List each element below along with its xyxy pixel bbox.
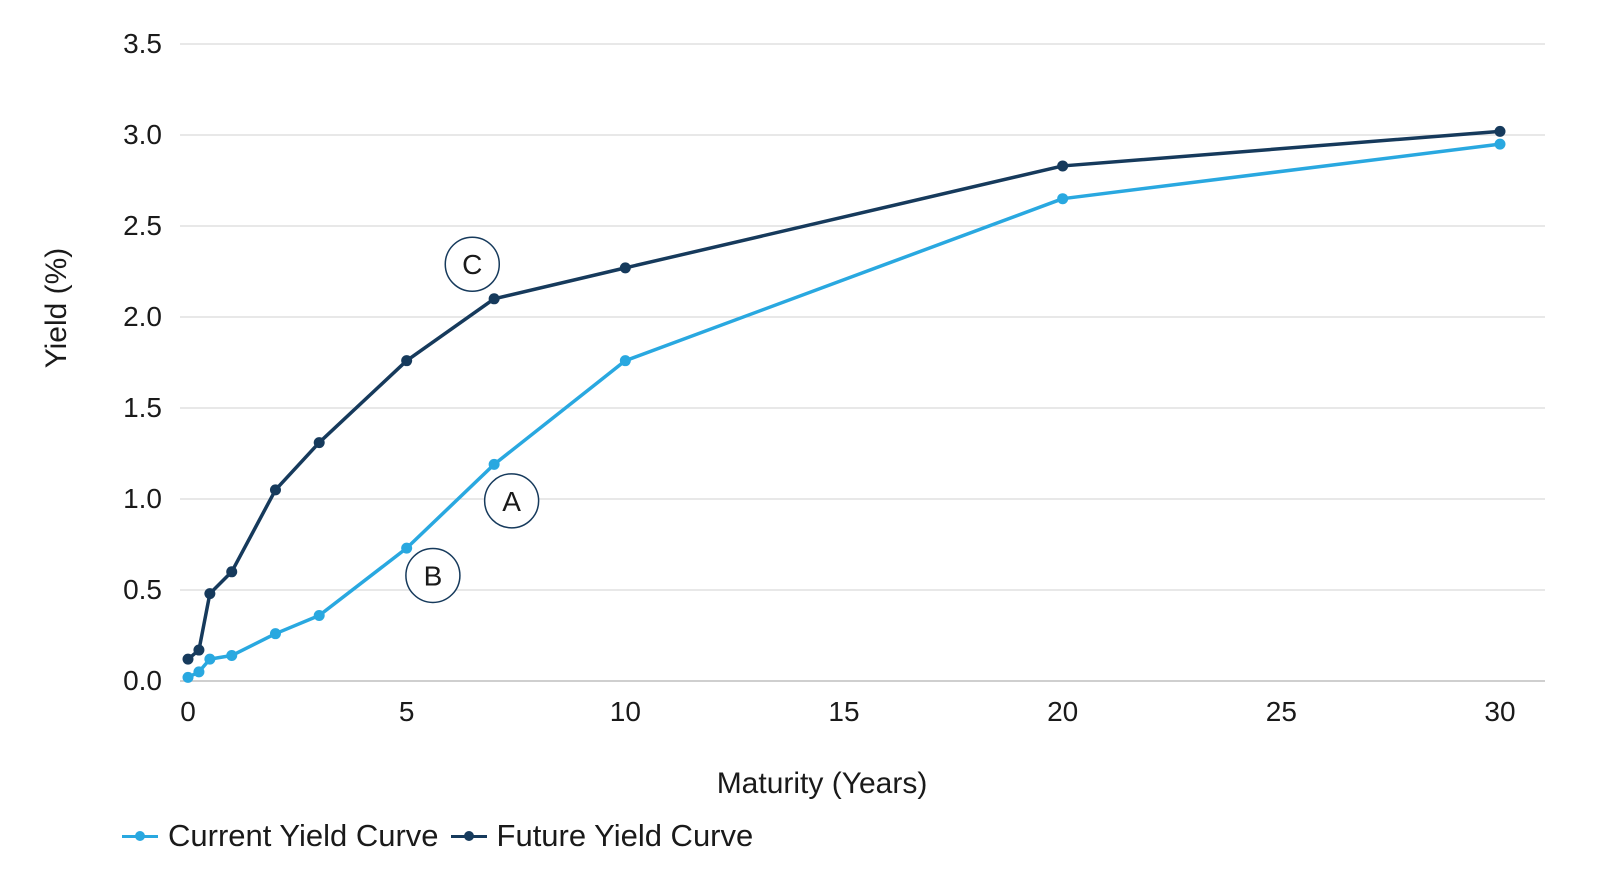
series-line [186,129,1501,661]
legend-label-current: Current Yield Curve [168,818,439,853]
annotation-c: C [444,236,501,292]
y-tick-label: 0.0 [123,665,162,696]
data-point [182,671,194,683]
series-layer [182,125,1506,683]
data-point [1057,193,1069,205]
data-point [193,644,205,656]
x-tick-label: 30 [1484,696,1515,727]
data-point [204,653,216,665]
data-point [182,653,194,665]
x-tick-label: 20 [1047,696,1078,727]
x-axis-title: Maturity (Years) [717,767,928,800]
y-tick-label: 1.5 [123,392,162,423]
annotation-label: A [502,486,521,517]
x-tick-label: 25 [1266,696,1297,727]
data-point [226,566,238,578]
y-tick-label: 2.5 [123,210,162,241]
data-point [269,484,281,496]
y-tick-label: 0.5 [123,574,162,605]
annotation-b: B [405,547,461,604]
data-point [269,628,281,640]
legend-label-future: Future Yield Curve [496,818,754,853]
legend-swatch-future [450,826,487,846]
x-axis-tick-labels: 0 5 10 15 20 25 30 [180,696,1515,727]
annotation-label: B [424,560,443,591]
data-point [193,666,205,678]
annotation-a: A [483,473,540,529]
y-tick-label: 2.0 [123,301,162,332]
data-point [313,609,325,621]
y-axis-tick-labels: 0.0 0.5 1.0 1.5 2.0 2.5 3.0 3.5 [123,28,162,696]
data-point [1057,160,1069,172]
legend-item-future: Future Yield Curve [450,818,754,854]
legend-swatch-current [122,826,158,846]
y-tick-label: 3.5 [123,28,162,59]
legend: Current Yield Curve Future Yield Curve [122,816,765,856]
x-tick-label: 10 [610,696,641,727]
x-tick-label: 15 [828,696,859,727]
y-tick-label: 3.0 [123,119,162,150]
annotation-label: C [462,249,482,280]
y-tick-label: 1.0 [123,483,162,514]
data-point [619,355,631,367]
series-line [187,142,1501,679]
data-point [313,437,325,449]
legend-item-current: Current Yield Curve [122,818,439,854]
data-point [1494,138,1506,150]
data-point [226,650,238,662]
series-current-yield-curve [182,138,1506,683]
annotation-circle [444,236,501,292]
x-tick-label: 0 [180,696,196,727]
data-point [204,588,216,600]
data-point [1494,125,1506,137]
data-point [401,355,413,367]
x-tick-label: 5 [399,696,415,727]
gridlines [180,43,1545,591]
y-axis-title: Yield (%) [40,248,73,369]
data-point [488,458,500,470]
annotations: A B C [405,236,540,604]
annotation-circle [483,473,540,529]
data-point [401,542,413,554]
data-point [619,262,631,274]
series-future-yield-curve [182,125,1506,665]
annotation-circle [405,547,461,604]
data-point [488,293,500,305]
